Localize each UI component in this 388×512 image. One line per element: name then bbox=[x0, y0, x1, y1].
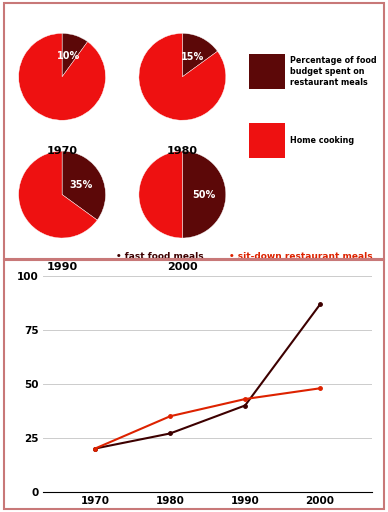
Wedge shape bbox=[19, 151, 97, 238]
Wedge shape bbox=[19, 33, 106, 120]
Text: 10%: 10% bbox=[57, 51, 80, 61]
Wedge shape bbox=[139, 33, 226, 120]
Text: 35%: 35% bbox=[70, 180, 93, 189]
Text: 1980: 1980 bbox=[167, 146, 198, 156]
Wedge shape bbox=[139, 151, 182, 238]
Wedge shape bbox=[62, 151, 106, 220]
Text: 15%: 15% bbox=[180, 52, 204, 62]
Bar bbox=[249, 123, 285, 158]
Text: 1970: 1970 bbox=[47, 146, 78, 156]
Text: • sit-down restaurant meals: • sit-down restaurant meals bbox=[229, 251, 372, 261]
Bar bbox=[249, 54, 285, 89]
Text: 1990: 1990 bbox=[47, 262, 78, 272]
Text: 2000: 2000 bbox=[167, 262, 197, 272]
Wedge shape bbox=[182, 151, 226, 238]
Wedge shape bbox=[182, 33, 218, 77]
Wedge shape bbox=[62, 33, 88, 77]
Text: 50%: 50% bbox=[192, 189, 216, 200]
Text: Home cooking: Home cooking bbox=[290, 136, 355, 145]
Text: Percentage of food
budget spent on
restaurant meals: Percentage of food budget spent on resta… bbox=[290, 56, 377, 87]
Text: • fast food meals: • fast food meals bbox=[116, 251, 204, 261]
